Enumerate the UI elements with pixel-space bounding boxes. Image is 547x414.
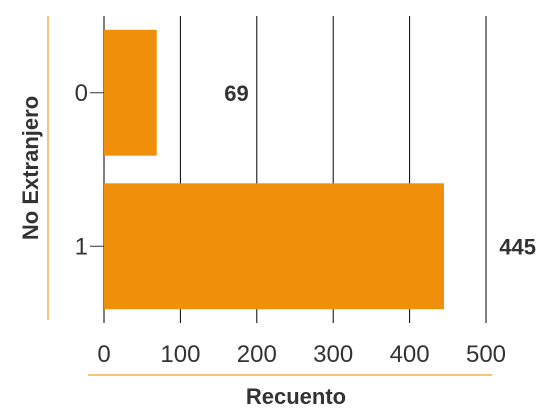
bar-1 (104, 183, 444, 310)
bar-0 (104, 29, 157, 156)
bars (104, 29, 444, 310)
data-labels: 69 445 (224, 81, 536, 260)
x-tick-label-200: 200 (237, 341, 277, 368)
data-label-1: 445 (499, 234, 536, 259)
y-axis: 01 (75, 80, 104, 260)
y-tick-label-0: 0 (75, 80, 88, 107)
x-tick-label-300: 300 (313, 341, 353, 368)
x-axis-title: Recuento (246, 384, 346, 409)
y-tick-label-1: 1 (75, 233, 88, 260)
x-tick-label-400: 400 (390, 341, 430, 368)
x-tick-label-100: 100 (160, 341, 200, 368)
data-label-0: 69 (224, 81, 248, 106)
x-axis-tick-labels: 0 100 200 300 400 500 (97, 341, 506, 368)
x-tick-label-500: 500 (466, 341, 506, 368)
x-tick-label-0: 0 (97, 341, 110, 368)
y-axis-title: No Extranjero (18, 96, 43, 240)
